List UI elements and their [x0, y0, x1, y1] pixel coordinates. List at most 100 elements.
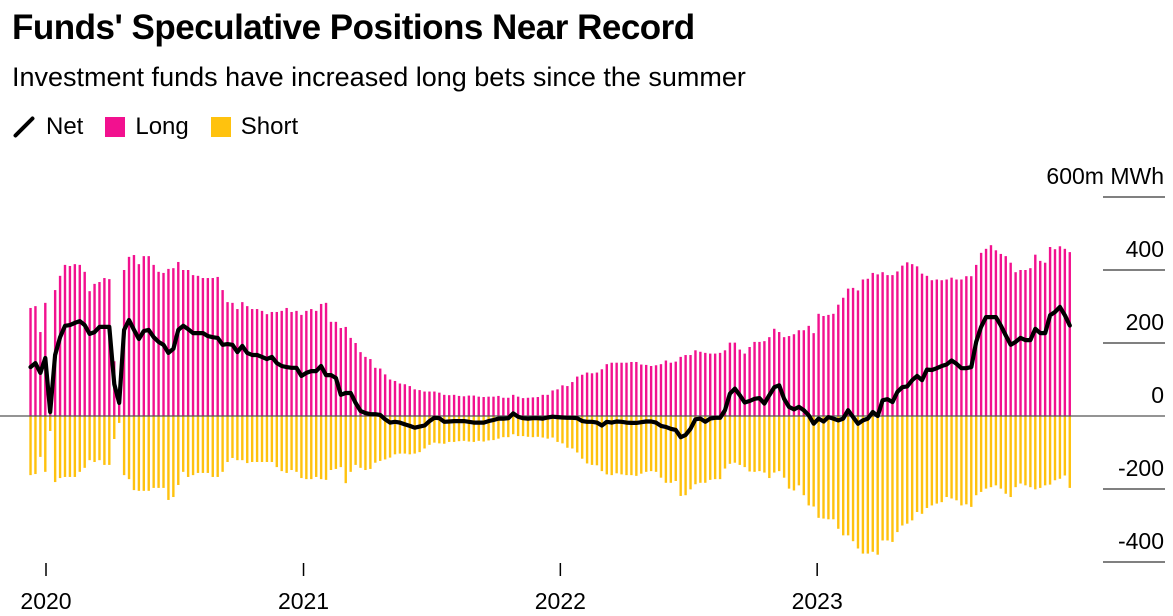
long-bar — [699, 351, 702, 416]
short-bar — [403, 416, 407, 454]
long-bar — [477, 396, 480, 416]
short-bar — [713, 416, 717, 480]
long-bar — [413, 389, 416, 416]
short-bar — [738, 416, 741, 465]
long-bar — [152, 264, 155, 416]
short-bar — [63, 416, 67, 477]
short-bar — [989, 416, 993, 488]
long-bar — [147, 256, 150, 416]
short-bar — [827, 416, 830, 520]
short-bar — [797, 416, 801, 486]
long-bar — [753, 341, 756, 416]
short-bar — [876, 416, 879, 555]
long-bar — [713, 353, 717, 416]
short-bar — [812, 416, 815, 507]
long-bar — [206, 278, 210, 416]
y-tick-label: 600m MWh — [1046, 163, 1164, 189]
short-bar — [644, 416, 648, 472]
long-bar — [241, 302, 244, 416]
short-bar — [605, 416, 608, 475]
short-bar — [984, 416, 988, 489]
net-line — [28, 304, 1072, 440]
short-bar — [374, 416, 377, 463]
short-bar — [822, 416, 825, 519]
long-bar — [398, 383, 402, 416]
long-bar — [236, 309, 239, 416]
long-bar — [669, 362, 673, 416]
legend: Net Long Short — [12, 113, 320, 141]
short-bar — [896, 416, 899, 533]
short-bar — [620, 416, 623, 475]
long-bar — [935, 279, 938, 416]
short-bar — [846, 416, 850, 536]
long-bar — [526, 397, 530, 416]
long-bar — [970, 276, 973, 416]
short-bar — [186, 416, 190, 477]
short-bar — [246, 416, 249, 464]
short-bar — [231, 416, 234, 458]
long-bar — [590, 373, 594, 416]
long-bar — [600, 369, 604, 416]
long-bar — [994, 250, 998, 416]
long-bar — [541, 394, 544, 416]
long-bar — [1024, 270, 1027, 416]
short-bar — [295, 416, 298, 472]
long-bar — [842, 297, 845, 416]
short-bar — [871, 416, 874, 552]
long-bar — [910, 264, 914, 416]
short-bar — [886, 416, 889, 541]
long-bar — [487, 396, 490, 416]
short-bar — [457, 416, 461, 442]
long-bar — [718, 352, 722, 416]
short-bar — [630, 416, 633, 476]
short-bar — [369, 416, 372, 469]
long-bar — [679, 356, 682, 416]
short-bar — [78, 416, 81, 472]
short-bar — [354, 416, 357, 465]
y-tick-label: 0 — [1151, 382, 1164, 408]
short-bar — [182, 416, 185, 472]
short-bar — [310, 416, 313, 480]
short-bar — [915, 416, 919, 512]
long-bar — [388, 379, 392, 416]
long-bar — [837, 304, 840, 416]
long-bar — [915, 266, 919, 416]
short-bar — [39, 416, 42, 457]
short-bar — [477, 416, 480, 441]
short-bar — [388, 416, 392, 458]
long-bar — [748, 347, 751, 416]
long-bar — [723, 350, 727, 416]
long-bar — [817, 313, 820, 416]
short-bar — [625, 416, 628, 476]
short-bar — [314, 416, 318, 477]
long-bar — [1068, 252, 1071, 416]
long-bar — [832, 313, 835, 416]
long-bar — [280, 310, 283, 416]
short-bar — [512, 416, 515, 435]
long-bar — [290, 311, 293, 416]
long-bar — [635, 361, 638, 416]
short-bar — [526, 416, 530, 437]
long-bar — [896, 271, 899, 416]
short-bar — [1043, 416, 1047, 486]
short-bar — [423, 416, 426, 449]
long-bar — [738, 349, 741, 416]
short-bar — [1014, 416, 1017, 488]
short-bar — [561, 416, 564, 444]
short-bar — [152, 416, 155, 488]
short-bar — [748, 416, 751, 472]
short-bar — [930, 416, 934, 506]
short-bar — [162, 416, 165, 488]
long-bar — [354, 343, 357, 416]
short-bar — [906, 416, 909, 524]
short-bar — [699, 416, 702, 483]
short-bar — [364, 416, 367, 471]
short-bar — [979, 416, 983, 492]
long-bar — [452, 394, 456, 416]
long-bar — [467, 395, 471, 416]
long-bar — [827, 314, 830, 416]
long-bar — [497, 395, 500, 416]
short-bar — [275, 416, 278, 468]
short-bar — [241, 416, 244, 461]
long-bar — [1034, 254, 1037, 416]
